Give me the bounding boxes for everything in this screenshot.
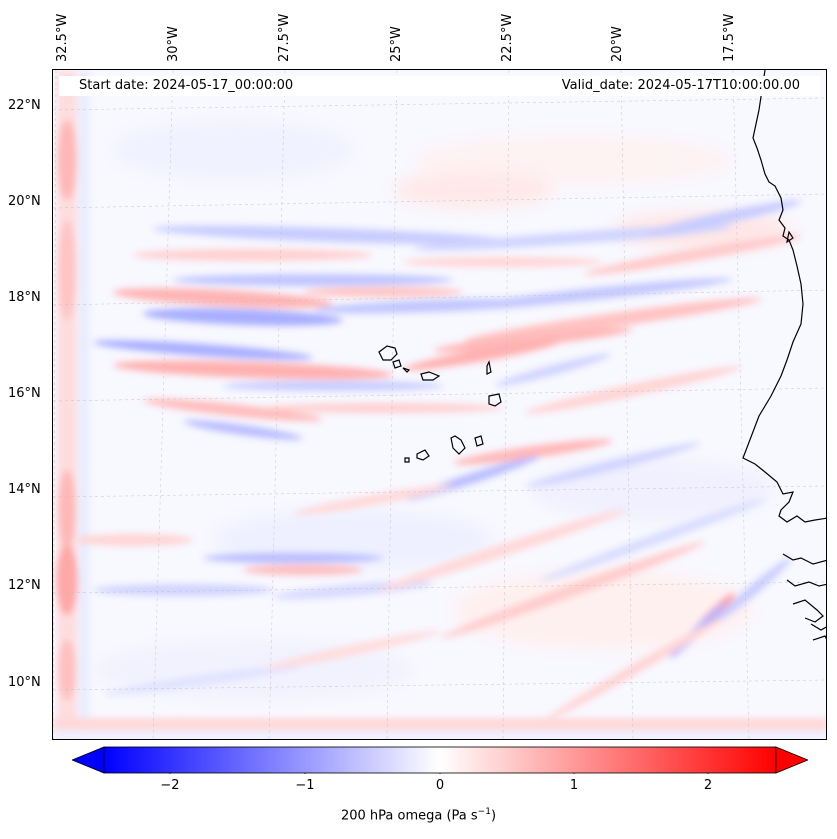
- lat-label-22n: 22°N: [8, 98, 41, 113]
- lon-label-27-5w: 27.5°W: [277, 13, 292, 62]
- colorbar-gradient: [103, 746, 777, 774]
- lat-label-20n: 20°N: [8, 194, 41, 209]
- colorbar-extend-low: [72, 746, 105, 774]
- lat-label-10n: 10°N: [8, 675, 41, 690]
- colorbar-tick-0: 0: [435, 778, 445, 793]
- lon-label-20w: 20°W: [610, 26, 625, 62]
- colorbar-tick-minus-1: −1: [295, 778, 315, 793]
- lon-label-30w: 30°W: [166, 26, 181, 62]
- colorbar-tick-1: 1: [569, 778, 579, 793]
- lat-label-18n: 18°N: [8, 290, 41, 305]
- colorbar-tick-marks: [169, 773, 709, 774]
- colorbar-label-text: 200 hPa omega (Pa s: [340, 808, 478, 824]
- colorbar: [72, 746, 808, 774]
- colorbar-label-exponent: −1: [477, 807, 491, 817]
- map-panel[interactable]: [52, 69, 827, 740]
- valid-date-label: Valid_date: 2024-05-17T10:00:00.00: [561, 78, 800, 93]
- lon-label-17-5w: 17.5°W: [722, 13, 737, 62]
- left-edge-bands: [53, 70, 826, 739]
- lon-label-22-5w: 22.5°W: [500, 13, 515, 62]
- colorbar-extend-high: [775, 746, 808, 774]
- lat-label-16n: 16°N: [8, 386, 41, 401]
- colorbar-tick-2: 2: [703, 778, 713, 793]
- header-strip: [59, 76, 820, 96]
- omega-streaks: [73, 200, 802, 721]
- coastline: [742, 70, 826, 641]
- start-date-label: Start date: 2024-05-17_00:00:00: [79, 78, 294, 93]
- omega-field: [53, 70, 826, 739]
- cape-verde-islands: [378, 345, 502, 463]
- lat-label-12n: 12°N: [8, 578, 41, 593]
- lon-label-25w: 25°W: [389, 26, 404, 62]
- colorbar-label-close: ): [490, 808, 497, 824]
- lon-label-32-5w: 32.5°W: [55, 13, 70, 62]
- lat-label-14n: 14°N: [8, 482, 41, 497]
- colorbar-label: 200 hPa omega (Pa s−1): [0, 807, 837, 823]
- colorbar-tick-minus-2: −2: [160, 778, 180, 793]
- gridlines: [53, 70, 826, 739]
